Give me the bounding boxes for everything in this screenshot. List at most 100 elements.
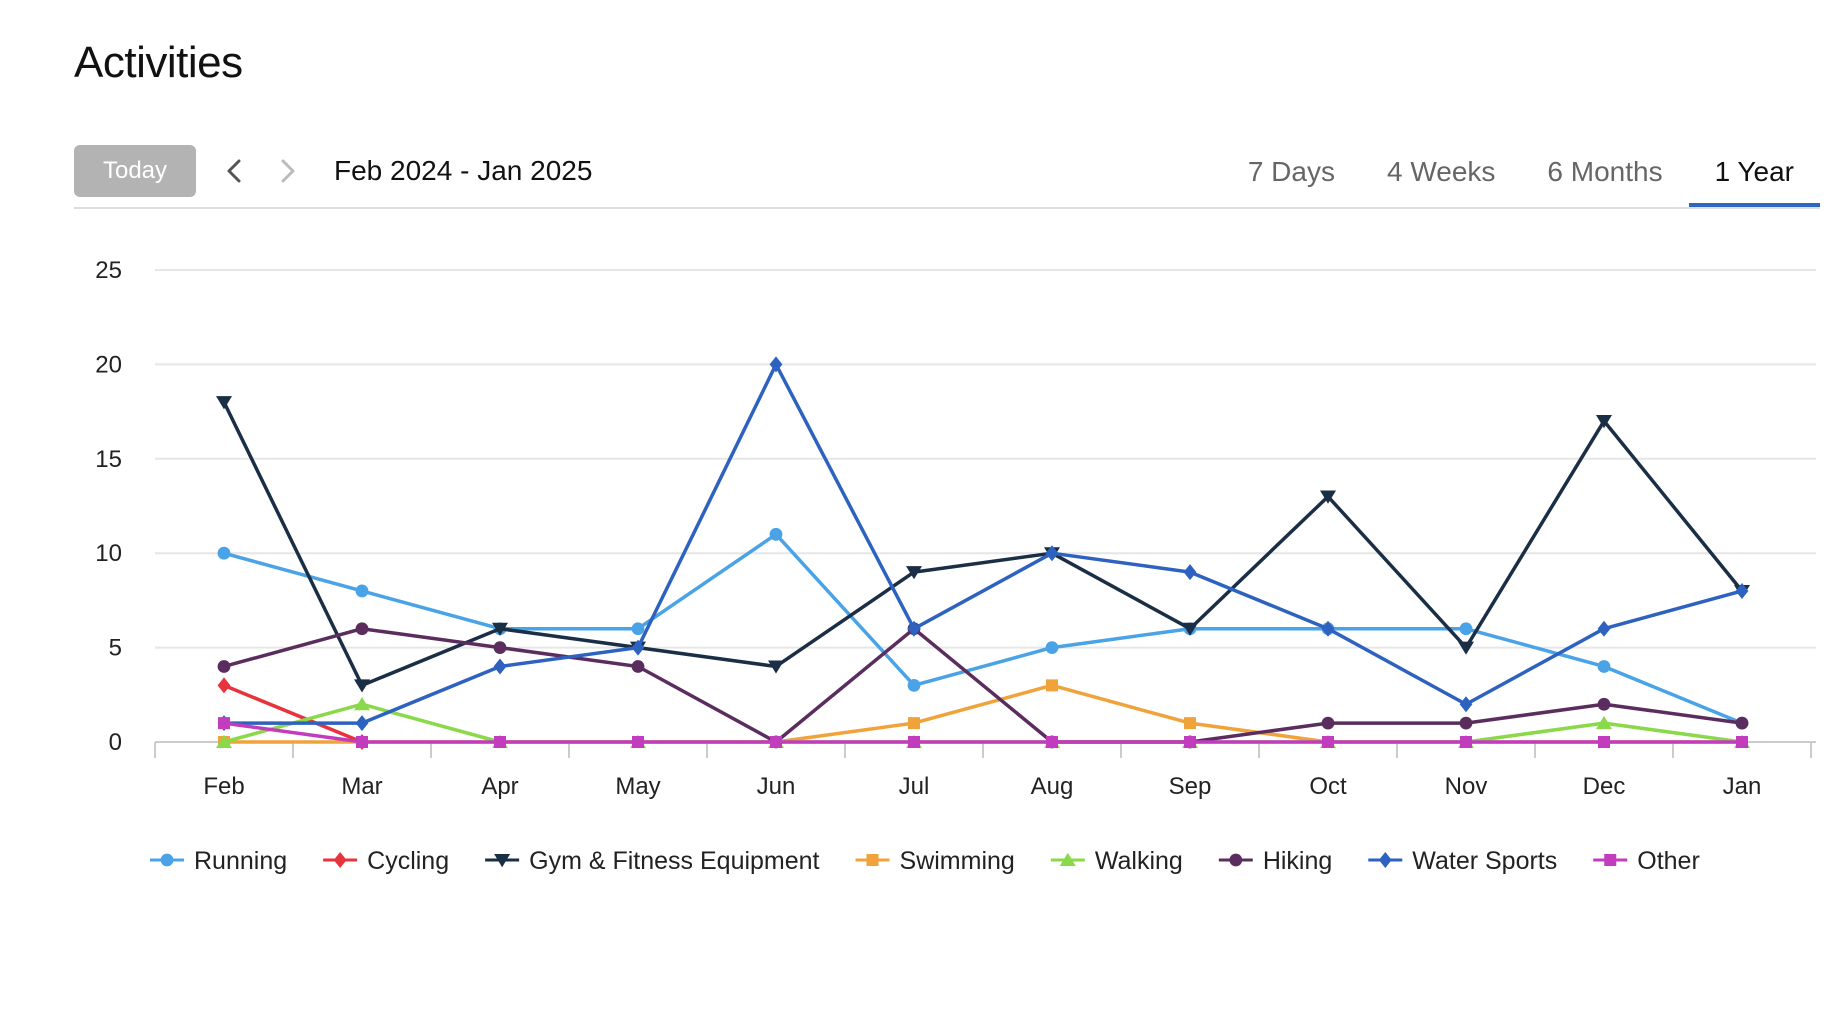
data-point-other-sep xyxy=(1184,736,1196,748)
data-point-hiking-mar xyxy=(355,622,369,636)
legend-marker-running xyxy=(160,853,174,867)
chevron-right-icon xyxy=(281,159,295,183)
data-point-other-mar xyxy=(356,736,368,748)
data-point-running-nov xyxy=(1459,622,1473,636)
y-tick-label-15: 15 xyxy=(95,446,122,473)
x-tick-label-nov: Nov xyxy=(1445,773,1488,800)
next-period-button[interactable] xyxy=(270,151,306,191)
data-point-hiking-may xyxy=(631,660,645,673)
data-point-running-jul xyxy=(907,678,921,692)
series-line-other xyxy=(223,721,1742,744)
range-tabs: 7 Days 4 Weeks 6 Months 1 Year xyxy=(1222,143,1821,207)
legend-item-swimming[interactable]: Swimming xyxy=(855,847,1015,875)
y-tick-label-0: 0 xyxy=(109,729,122,756)
legend-item-cycling[interactable]: Cycling xyxy=(323,847,449,875)
legend-item-other[interactable]: Other xyxy=(1593,847,1700,875)
data-point-other-feb xyxy=(218,717,230,730)
y-tick-label-20: 20 xyxy=(95,351,122,378)
data-point-running-mar xyxy=(355,584,369,598)
y-tick-label-10: 10 xyxy=(95,540,122,567)
legend-item-running[interactable]: Running xyxy=(150,847,287,875)
data-point-water-sports-jun xyxy=(769,356,783,373)
data-point-walking-dec xyxy=(1596,715,1612,730)
data-point-cycling-feb xyxy=(217,677,231,694)
series-water-sports xyxy=(217,356,1749,732)
data-point-hiking-jan xyxy=(1735,716,1749,730)
data-point-water-sports-jul xyxy=(907,620,921,637)
series-line-water-sports xyxy=(224,362,1743,725)
x-tick-label-feb: Feb xyxy=(203,773,244,800)
data-point-running-jun xyxy=(769,527,783,541)
legend-label-gym-and-fitness-equipment: Gym & Fitness Equipment xyxy=(529,847,819,875)
legend-marker-swimming xyxy=(866,854,879,866)
data-point-water-sports-apr xyxy=(493,658,507,675)
data-point-water-sports-mar xyxy=(355,715,369,732)
x-tick-label-sep: Sep xyxy=(1169,773,1212,800)
data-point-water-sports-sep xyxy=(1183,564,1197,581)
chevron-left-icon xyxy=(227,159,241,183)
legend-marker-hiking xyxy=(1229,853,1243,867)
data-point-gym-and-fitness-equipment-apr xyxy=(492,622,508,636)
data-point-gym-and-fitness-equipment-oct xyxy=(1320,490,1336,504)
y-tick-label-5: 5 xyxy=(109,635,122,662)
data-point-swimming-sep xyxy=(1184,717,1196,730)
date-toolbar: Today Feb 2024 - Jan 2025 7 Days 4 Weeks… xyxy=(74,143,1821,209)
x-tick-label-jan: Jan xyxy=(1723,773,1762,800)
series-line-swimming xyxy=(224,683,1742,744)
legend-marker-walking xyxy=(1059,852,1076,866)
x-tick-label-jul: Jul xyxy=(899,773,930,800)
data-point-hiking-nov xyxy=(1459,716,1473,730)
legend-item-hiking[interactable]: Hiking xyxy=(1218,847,1332,875)
data-point-water-sports-nov xyxy=(1459,696,1473,713)
data-point-other-jan xyxy=(1736,736,1748,748)
activities-chart: 0 5 10 15 20 25 Feb Mar Apr May Jun Jul Aug Sep Oct Nov… xyxy=(0,220,1844,1018)
today-button[interactable]: Today xyxy=(74,145,196,197)
legend-item-gym-and-fitness-equipment[interactable]: Gym & Fitness Equipment xyxy=(485,847,820,875)
series-other xyxy=(218,717,1748,748)
series-line-cycling xyxy=(223,683,363,744)
tab-4-weeks[interactable]: 4 Weeks xyxy=(1386,156,1496,187)
data-point-swimming-jul xyxy=(908,717,920,730)
tab-1-year[interactable]: 1 Year xyxy=(1688,143,1821,207)
legend-label-water-sports: Water Sports xyxy=(1412,847,1557,875)
data-point-gym-and-fitness-equipment-feb xyxy=(216,396,232,410)
legend-label-running: Running xyxy=(194,847,287,875)
data-point-running-feb xyxy=(217,546,231,560)
legend-label-swimming: Swimming xyxy=(900,847,1015,875)
legend-marker-other xyxy=(1604,854,1617,866)
legend-marker-cycling xyxy=(333,852,347,868)
x-tick-label-may: May xyxy=(615,773,660,800)
data-point-other-may xyxy=(632,736,644,748)
data-point-other-nov xyxy=(1460,736,1472,748)
data-point-hiking-apr xyxy=(493,641,507,654)
data-point-other-oct xyxy=(1322,736,1334,748)
x-tick-label-dec: Dec xyxy=(1583,773,1626,800)
x-tick-label-oct: Oct xyxy=(1309,773,1347,800)
previous-period-button[interactable] xyxy=(216,151,252,191)
series-line-hiking xyxy=(223,626,1743,744)
data-point-other-aug xyxy=(1046,736,1058,748)
data-point-water-sports-may xyxy=(631,639,645,656)
activities-line-chart: 0 5 10 15 20 25 Feb Mar Apr May Jun Jul Aug Sep Oct Nov… xyxy=(95,257,1816,875)
x-tick-label-jun: Jun xyxy=(757,773,796,800)
data-point-other-apr xyxy=(494,736,506,748)
data-point-gym-and-fitness-equipment-jun xyxy=(768,660,784,674)
data-point-running-aug xyxy=(1045,641,1059,654)
series-line-walking xyxy=(223,702,1743,744)
data-point-walking-feb xyxy=(216,734,232,748)
chart-legend: Running Cycling Gym & Fitness Equipment Swi… xyxy=(150,847,1700,875)
data-point-gym-and-fitness-equipment-dec xyxy=(1596,415,1612,429)
data-point-water-sports-jan xyxy=(1735,582,1749,599)
data-point-hiking-feb xyxy=(217,660,231,673)
legend-marker-water-sports xyxy=(1378,852,1392,868)
legend-item-water-sports[interactable]: Water Sports xyxy=(1368,847,1557,875)
legend-label-cycling: Cycling xyxy=(367,847,449,875)
tab-6-months[interactable]: 6 Months xyxy=(1547,156,1663,187)
data-point-running-may xyxy=(631,622,645,636)
legend-item-walking[interactable]: Walking xyxy=(1050,847,1183,875)
x-tick-label-mar: Mar xyxy=(341,773,382,800)
y-tick-label-25: 25 xyxy=(95,257,122,284)
data-point-swimming-aug xyxy=(1046,679,1058,692)
x-tick-label-apr: Apr xyxy=(481,773,518,800)
tab-7-days[interactable]: 7 Days xyxy=(1247,156,1335,187)
